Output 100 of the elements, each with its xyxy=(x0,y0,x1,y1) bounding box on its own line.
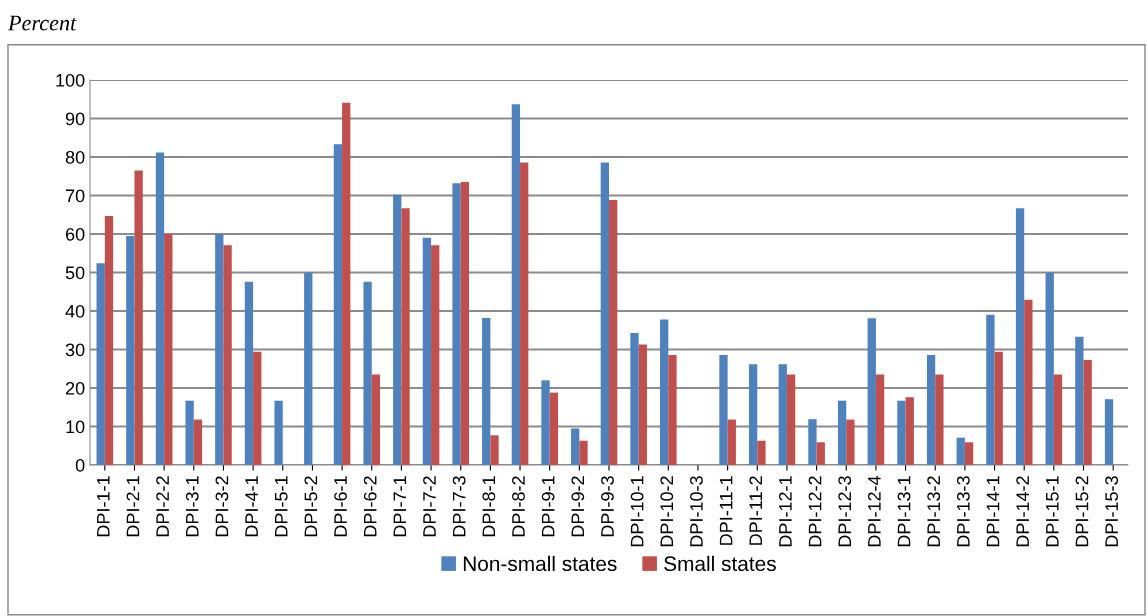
x-tick-label: DPI-14-2 xyxy=(1016,476,1029,547)
bar xyxy=(460,182,470,465)
x-tick-label: DPI-9-2 xyxy=(571,476,585,537)
x-tick-label: DPI-9-1 xyxy=(541,476,555,537)
bar xyxy=(867,318,876,465)
bar xyxy=(134,170,143,465)
bar xyxy=(1045,272,1054,465)
bar xyxy=(964,442,974,465)
bar xyxy=(371,374,381,465)
bar xyxy=(816,442,825,465)
bar xyxy=(155,152,165,465)
x-tick-label: DPI-15-1 xyxy=(1046,476,1059,547)
x-tick-label: DPI-2-1 xyxy=(126,476,140,537)
bar xyxy=(609,200,618,465)
bar xyxy=(719,354,728,465)
bar xyxy=(333,144,343,465)
bar xyxy=(905,397,914,465)
x-tick-label: DPI-12-3 xyxy=(838,476,852,547)
bar xyxy=(482,317,491,465)
bar xyxy=(1075,336,1084,465)
legend-label: Non-small states xyxy=(463,555,617,572)
bar xyxy=(994,351,1003,465)
bar xyxy=(1053,374,1063,465)
y-tick-label: 100 xyxy=(56,73,85,87)
x-tick-label: DPI-6-2 xyxy=(363,476,377,537)
bar xyxy=(986,314,995,465)
bar xyxy=(164,234,173,465)
x-tick-label: DPI-7-2 xyxy=(423,476,436,537)
x-tick-label: DPI-11-2 xyxy=(749,476,762,545)
bar xyxy=(126,235,135,465)
bar xyxy=(935,374,944,465)
bar xyxy=(1024,299,1033,465)
bar xyxy=(104,215,114,465)
bar xyxy=(452,183,461,465)
bar xyxy=(630,332,639,465)
x-tick-label: DPI-12-4 xyxy=(867,475,881,547)
bar xyxy=(431,245,440,465)
x-tick-label: DPI-3-2 xyxy=(215,476,229,537)
bar xyxy=(837,400,847,465)
x-tick-label: DPI-10-1 xyxy=(630,476,644,547)
y-tick-label: 10 xyxy=(66,420,85,434)
bar xyxy=(571,428,580,465)
bar xyxy=(541,380,550,465)
bar xyxy=(193,419,203,465)
bar xyxy=(757,440,766,465)
x-tick-label: DPI-12-1 xyxy=(779,476,792,547)
bar xyxy=(422,237,432,465)
y-tick-label: 40 xyxy=(65,304,85,318)
y-tick-label: 80 xyxy=(65,150,85,164)
x-tick-label: DPI-14-1 xyxy=(986,476,1000,547)
bar xyxy=(96,263,105,465)
x-tick-label: DPI-7-1 xyxy=(393,476,407,537)
bar xyxy=(274,400,283,465)
bar xyxy=(926,354,936,465)
bar xyxy=(579,440,588,465)
x-tick-label: DPI-8-2 xyxy=(512,476,525,537)
bar xyxy=(875,374,885,465)
bar xyxy=(244,281,254,465)
x-tick-label: DPI-13-1 xyxy=(897,476,911,547)
y-axis-title: Percent xyxy=(7,15,77,31)
y-tick-label: 0 xyxy=(75,458,85,472)
y-tick-label: 90 xyxy=(65,112,85,126)
bar xyxy=(304,272,313,465)
x-tick-label: DPI-11-1 xyxy=(719,476,733,545)
x-tick-label: DPI-4-1 xyxy=(245,476,258,537)
y-tick-label: 60 xyxy=(65,227,85,241)
bar xyxy=(549,392,558,465)
x-tick-label: DPI-10-2 xyxy=(660,476,674,547)
bar xyxy=(748,364,758,465)
bar xyxy=(511,104,521,465)
y-tick-label: 70 xyxy=(65,189,85,203)
x-tick-label: DPI-3-1 xyxy=(185,476,199,537)
x-tick-label: DPI-7-3 xyxy=(452,476,466,537)
bar xyxy=(660,319,669,465)
bar xyxy=(956,437,965,465)
bar xyxy=(1083,359,1092,465)
bar xyxy=(223,245,232,465)
x-tick-label: DPI-1-1 xyxy=(97,476,110,537)
x-tick-label: DPI-5-2 xyxy=(304,476,318,537)
bar xyxy=(1015,208,1025,465)
bar xyxy=(342,102,351,465)
bar xyxy=(185,400,194,465)
bar xyxy=(668,354,677,465)
bar xyxy=(808,419,817,465)
y-tick-label: 20 xyxy=(65,381,85,395)
x-tick-label: DPI-5-1 xyxy=(275,476,288,537)
bar xyxy=(253,351,262,465)
bar xyxy=(600,162,609,465)
x-tick-label: DPI-2-2 xyxy=(156,476,169,537)
bar xyxy=(1104,399,1114,465)
bar xyxy=(490,435,499,465)
legend-label: Small states xyxy=(664,555,776,572)
bar xyxy=(520,162,529,465)
x-tick-label: DPI-8-1 xyxy=(482,476,496,537)
bar xyxy=(897,400,906,465)
bar xyxy=(215,234,224,465)
y-tick-label: 50 xyxy=(65,266,85,280)
bar xyxy=(846,419,855,465)
x-tick-label: DPI-12-2 xyxy=(808,476,822,547)
x-tick-label: DPI-9-3 xyxy=(601,476,614,537)
